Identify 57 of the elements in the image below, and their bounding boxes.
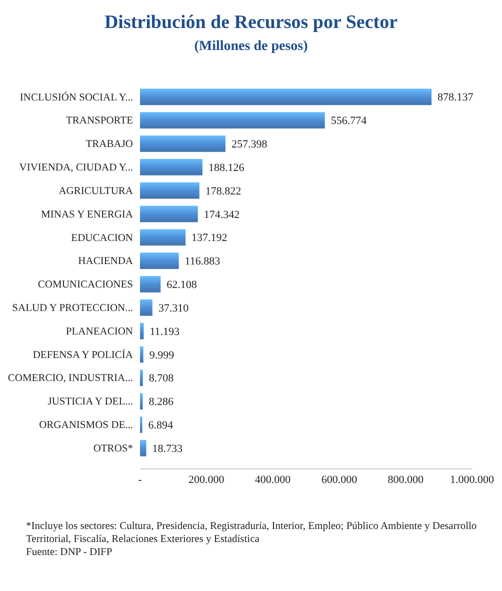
- chart-subtitle: (Millones de pesos): [194, 39, 308, 54]
- bar: [140, 88, 432, 106]
- bar: [140, 112, 325, 128]
- bar: [140, 299, 152, 316]
- y-tick-label: INCLUSIÓN SOCIAL Y...: [20, 90, 133, 104]
- data-label: 178.822: [205, 185, 242, 198]
- bar: [140, 158, 202, 176]
- data-label: 878.137: [438, 92, 474, 104]
- y-tick-label: TRABAJO: [86, 139, 134, 150]
- y-tick-label: JUSTICIA Y DEL...: [48, 396, 133, 408]
- y-tick-label: COMERCIO, INDUSTRIA...: [8, 373, 133, 384]
- y-tick-label: SALUD Y PROTECCION...: [12, 302, 133, 314]
- data-label: 137.192: [192, 232, 228, 244]
- data-label: 8.286: [148, 396, 174, 408]
- y-tick-label: COMUNICACIONES: [38, 280, 134, 291]
- bar: [140, 252, 179, 269]
- y-tick-label: MINAS Y ENERGIA: [41, 209, 134, 220]
- data-label: 188.126: [208, 162, 245, 174]
- data-label: 8.708: [148, 372, 174, 385]
- data-label: 9.999: [149, 349, 175, 362]
- x-tick-label: -: [138, 474, 142, 486]
- bar: [140, 322, 144, 340]
- data-label: 37.310: [158, 302, 190, 314]
- x-tick-label: 400.000: [254, 474, 292, 486]
- bar: [140, 370, 143, 386]
- bar: [140, 229, 186, 246]
- source-note: Fuente: DNP - DIFP: [26, 547, 112, 558]
- x-tick-label: 1.000.000: [450, 474, 494, 486]
- x-tick-label: 200.000: [188, 474, 225, 486]
- y-tick-label: VIVIENDA, CIUDAD Y...: [19, 162, 133, 174]
- text: *Incluye los sectores: Cultura, Presidencia, Registraduría, Interior, Empleo; Público Ambiente y Desarrollo Territorial, Fiscalía, Relaciones Exteriores y Estadística: [26, 521, 477, 545]
- data-label: 556.774: [330, 115, 368, 128]
- x-tick-label: 600.000: [321, 474, 358, 486]
- y-tick-label: DEFENSA Y POLICÍA: [32, 348, 134, 361]
- bar: [140, 346, 144, 363]
- y-tick-label: EDUCACION: [71, 232, 134, 244]
- y-tick-label: AGRICULTURA: [58, 186, 134, 197]
- data-label: 116.883: [184, 256, 221, 268]
- bar: [140, 136, 226, 152]
- y-tick-label: TRANSPORTE: [66, 116, 133, 127]
- chart-title: Distribución de Recursos por Sector: [104, 12, 398, 33]
- data-label: 174.342: [204, 208, 240, 221]
- y-tick-label: PLANEACION: [66, 326, 134, 338]
- x-tick-label: 800.000: [388, 474, 424, 486]
- bar: [140, 182, 200, 199]
- data-label: 18.733: [152, 442, 183, 455]
- data-label: 62.108: [166, 279, 198, 292]
- bar: [140, 440, 146, 456]
- y-tick-label: HACIENDA: [78, 256, 134, 268]
- data-label: 257.398: [231, 138, 268, 151]
- bar: [140, 206, 198, 222]
- bar: [140, 276, 161, 292]
- y-tick-label: OTROS*: [93, 443, 133, 454]
- bar: [140, 393, 143, 410]
- y-tick-label: ORGANISMOS DE...: [39, 420, 133, 432]
- data-label: 6.894: [148, 420, 174, 432]
- data-label: 11.193: [150, 326, 180, 338]
